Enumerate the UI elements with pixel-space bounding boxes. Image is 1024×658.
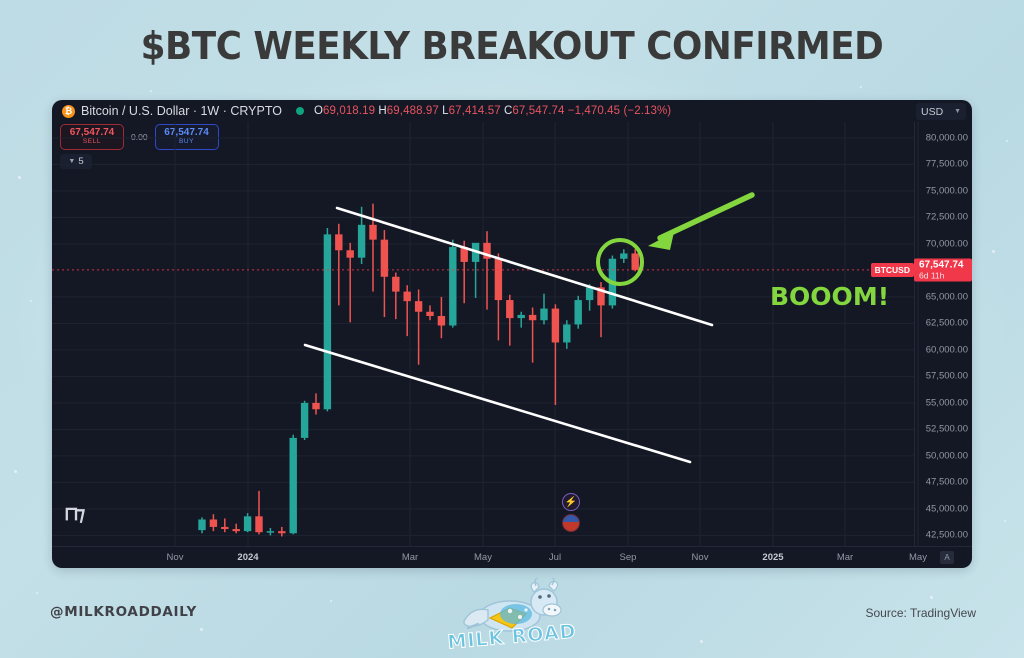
time-tick: Mar [401, 552, 419, 563]
social-handle: @MILKROADDAILY [50, 604, 197, 620]
price-tick: 77,500.00 [925, 158, 968, 170]
time-tick: Nov [166, 552, 184, 563]
spread-value: 0.00 [131, 132, 148, 142]
time-tick: Nov [691, 552, 709, 563]
auto-scale-button[interactable]: A [940, 551, 954, 564]
symbol-price-tag: BTCUSD [870, 262, 914, 277]
highlight-circle [596, 238, 644, 286]
high-value: 69,488.97 [386, 105, 439, 117]
buy-button[interactable]: 67,547.74 BUY [154, 124, 219, 150]
price-tick: 62,500.00 [925, 317, 968, 329]
price-tick: 70,000.00 [925, 238, 968, 250]
us-flag-icon[interactable] [562, 514, 580, 532]
low-value: 67,414.57 [448, 105, 501, 117]
live-status-dot [295, 107, 304, 115]
close-value: 67,547.74 [512, 105, 565, 117]
chart-float-buttons: ⚡ [562, 493, 580, 532]
price-tick: 42,500.00 [925, 529, 968, 541]
bitcoin-icon: ₿ [62, 104, 75, 118]
time-tick: Mar [836, 552, 854, 563]
time-tick: May [909, 552, 927, 563]
price-tick: 45,000.00 [925, 503, 968, 515]
close-key: C [504, 105, 513, 117]
sell-price: 67,547.74 [69, 127, 115, 139]
high-key: H [378, 105, 387, 117]
price-tick: 52,500.00 [925, 423, 968, 435]
page-title: $BTC WEEKLY BREAKOUT CONFIRMED [140, 24, 884, 68]
lightning-bolt-icon[interactable]: ⚡ [562, 493, 580, 511]
price-tick: 57,500.00 [925, 370, 968, 382]
milk-road-cow-logo: MILK ROAD [442, 576, 582, 654]
quantity-stepper[interactable]: ▼ 5 [60, 154, 92, 169]
current-price-tag: 67,547.74 6d 11h [914, 258, 972, 282]
annotation-label: BOOOM! [770, 282, 890, 311]
time-scale[interactable]: A Nov 2024 Mar May Jul Sep Nov 2025 Mar May [52, 546, 972, 568]
current-price-value: 67,547.74 [919, 259, 964, 271]
ohlc-readout: O69,018.19 H69,488.97 L67,414.57 C67,547… [314, 105, 671, 117]
price-tick: 60,000.00 [925, 344, 968, 356]
currency-label: USD [921, 105, 944, 118]
time-tick: 2025 [762, 552, 784, 563]
chevron-down-icon: ▼ [68, 158, 76, 165]
currency-selector[interactable]: USD ▼ [916, 103, 966, 120]
price-tick: 80,000.00 [925, 132, 968, 144]
sell-label: SELL [82, 137, 102, 145]
candlestick-plot[interactable] [52, 100, 972, 568]
time-tick: May [474, 552, 492, 563]
price-tick: 55,000.00 [925, 397, 968, 409]
time-tick: Sep [619, 552, 637, 563]
buy-price: 67,547.74 [164, 127, 209, 139]
price-tick: 47,500.00 [925, 476, 968, 488]
change-value: −1,470.45 (−2.13%) [567, 105, 672, 117]
price-tick: 72,500.00 [925, 211, 968, 223]
open-value: 69,018.19 [323, 105, 376, 117]
tradingview-logo: ⊓⁊ [64, 504, 85, 525]
buy-label: BUY [178, 137, 195, 145]
bar-countdown: 6d 11h [919, 270, 945, 281]
price-tick: 65,000.00 [925, 291, 968, 303]
price-tick: 75,000.00 [925, 185, 968, 197]
chart-header: ₿ Bitcoin / U.S. Dollar · 1W · CRYPTO O6… [52, 100, 972, 122]
open-key: O [313, 105, 324, 117]
arrow-down-left-icon [648, 232, 674, 250]
sell-button[interactable]: 67,547.74 SELL [60, 124, 124, 150]
low-key: L [442, 105, 449, 117]
source-credit: Source: TradingView [865, 606, 976, 620]
chevron-down-icon: ▼ [954, 108, 961, 115]
symbol-title[interactable]: Bitcoin / U.S. Dollar · 1W · CRYPTO [81, 104, 282, 118]
price-scale[interactable]: 80,000.00 77,500.00 75,000.00 72,500.00 70,0… [914, 122, 972, 546]
quantity-value: 5 [78, 156, 84, 167]
trade-panel: 67,547.74 SELL 0.00 67,547.74 BUY [60, 124, 219, 150]
time-tick: 2024 [237, 552, 259, 563]
time-tick: Jul [548, 552, 562, 563]
arrow-line [657, 192, 755, 241]
tradingview-chart-panel: ₿ Bitcoin / U.S. Dollar · 1W · CRYPTO O6… [52, 100, 972, 568]
price-tick: 50,000.00 [925, 450, 968, 462]
